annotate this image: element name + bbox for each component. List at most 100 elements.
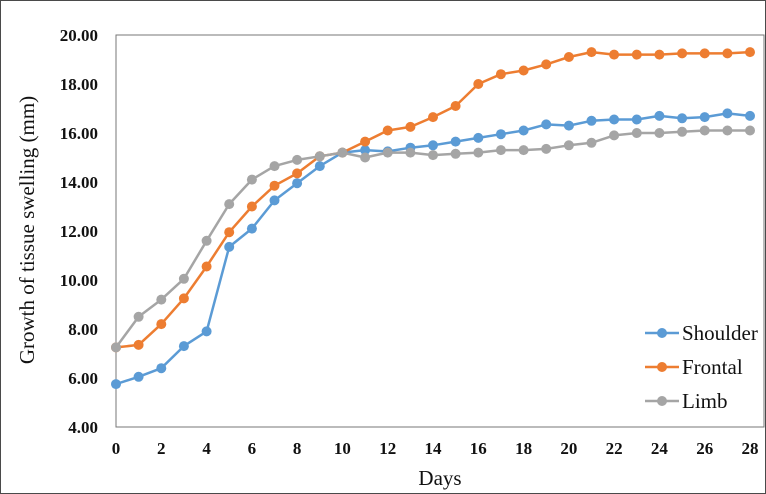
data-point-limb: [156, 294, 167, 305]
x-tick-labels: 0 2 4 6 8 10 12 14 16 18 20 22 24 26 28: [112, 439, 759, 458]
series-layer: [111, 47, 755, 390]
data-point-shoulder: [360, 145, 371, 156]
data-point-frontal: [609, 49, 620, 60]
x-tick-label: 22: [606, 439, 623, 458]
x-axis-label: Days: [418, 466, 461, 490]
legend-label-limb: Limb: [682, 389, 728, 413]
data-point-frontal: [269, 180, 280, 191]
data-point-frontal: [428, 112, 438, 123]
data-point-limb: [201, 235, 212, 246]
data-point-frontal: [495, 69, 506, 80]
data-point-frontal: [224, 227, 235, 238]
y-tick-label: 16.00: [60, 124, 98, 143]
data-point-shoulder: [314, 161, 325, 172]
data-point-shoulder: [563, 120, 574, 131]
data-point-frontal: [518, 65, 529, 76]
data-point-limb: [405, 147, 416, 158]
x-tick-label: 4: [202, 439, 211, 458]
x-tick-label: 0: [112, 439, 121, 458]
x-tick-label: 26: [696, 439, 713, 458]
series-limb: [111, 125, 755, 353]
x-tick-label: 24: [651, 439, 669, 458]
y-tick-label: 14.00: [60, 173, 98, 192]
legend-label-frontal: Frontal: [682, 355, 743, 379]
data-point-limb: [473, 147, 484, 158]
x-tick-label: 6: [248, 439, 257, 458]
y-tick-labels: 4.00 6.00 8.00 10.00 12.00 14.00 16.00 18.00 20.…: [60, 26, 98, 437]
data-point-shoulder: [609, 114, 620, 125]
data-point-shoulder: [541, 119, 552, 130]
data-point-shoulder: [722, 108, 733, 119]
x-tick-label: 18: [515, 439, 532, 458]
data-point-frontal: [722, 48, 733, 59]
x-tick-label: 10: [334, 439, 351, 458]
data-point-limb: [292, 154, 303, 165]
x-tick-label: 12: [379, 439, 396, 458]
data-point-shoulder: [224, 241, 235, 252]
data-point-limb: [609, 130, 620, 141]
x-tick-label: 14: [425, 439, 443, 458]
data-point-limb: [382, 147, 393, 158]
y-tick-label: 10.00: [60, 271, 98, 290]
data-point-limb: [699, 125, 710, 136]
y-tick-label: 8.00: [68, 320, 98, 339]
data-point-shoulder: [654, 110, 665, 121]
data-point-frontal: [201, 261, 212, 272]
data-point-shoulder: [677, 113, 688, 124]
data-point-limb: [586, 137, 597, 148]
y-axis-label: Growth of tissue swelling (mm): [15, 96, 39, 364]
data-point-shoulder: [699, 112, 710, 123]
y-tick-label: 6.00: [68, 369, 98, 388]
data-point-limb: [518, 145, 529, 156]
data-point-limb: [314, 151, 325, 162]
data-point-frontal: [178, 293, 189, 304]
data-point-limb: [541, 143, 552, 154]
x-tick-label: 2: [157, 439, 166, 458]
data-point-limb: [133, 311, 144, 322]
data-point-shoulder: [246, 223, 257, 234]
data-point-limb: [495, 145, 506, 156]
x-tick-label: 28: [742, 439, 759, 458]
data-point-shoulder: [745, 110, 755, 121]
data-point-frontal: [473, 79, 484, 89]
data-point-limb: [224, 199, 235, 210]
data-point-shoulder: [133, 371, 144, 382]
y-tick-label: 4.00: [68, 418, 98, 437]
data-point-frontal: [699, 48, 710, 59]
data-point-shoulder: [631, 114, 642, 125]
data-point-shoulder: [518, 125, 529, 136]
data-point-frontal: [360, 136, 371, 147]
legend-item-frontal: Frontal: [645, 355, 743, 379]
data-point-frontal: [156, 319, 167, 330]
legend: Shoulder Frontal Limb: [645, 321, 758, 413]
data-point-shoulder: [586, 115, 597, 126]
y-tick-label: 18.00: [60, 75, 98, 94]
data-point-frontal: [450, 101, 461, 111]
legend-marker-limb: [657, 396, 667, 406]
data-point-shoulder: [473, 132, 484, 143]
data-point-frontal: [563, 52, 574, 62]
data-point-shoulder: [201, 326, 212, 337]
data-point-frontal: [246, 201, 257, 212]
y-tick-label: 20.00: [60, 26, 98, 45]
data-point-frontal: [541, 59, 552, 70]
data-point-limb: [269, 161, 280, 172]
data-point-limb: [745, 125, 755, 136]
data-point-frontal: [405, 121, 416, 132]
data-point-shoulder: [111, 379, 121, 390]
data-point-shoulder: [495, 129, 506, 140]
data-point-limb: [178, 273, 189, 284]
series-shoulder: [111, 108, 755, 390]
data-point-limb: [722, 125, 733, 136]
x-tick-label: 16: [470, 439, 487, 458]
data-point-limb: [337, 147, 348, 158]
legend-marker-shoulder: [657, 328, 667, 338]
legend-item-limb: Limb: [645, 389, 728, 413]
data-point-frontal: [133, 339, 144, 350]
data-point-limb: [246, 174, 257, 185]
data-point-limb: [360, 152, 371, 163]
data-point-frontal: [677, 48, 688, 59]
data-point-limb: [111, 342, 121, 353]
data-point-shoulder: [178, 341, 189, 352]
